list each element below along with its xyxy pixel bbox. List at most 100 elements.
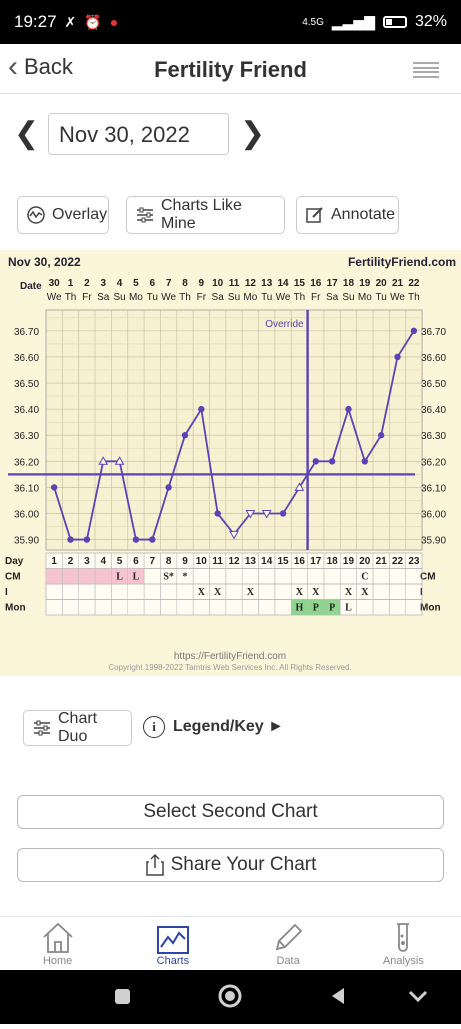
date-label: 21 xyxy=(392,278,404,289)
y-tick-right: 36.60 xyxy=(421,353,446,364)
cycle-day-label: 20 xyxy=(359,556,371,567)
chart-brand: FertilityFriend.com xyxy=(348,255,456,269)
temperature-point xyxy=(410,327,418,335)
cycle-day-label: 6 xyxy=(133,556,139,567)
cycle-day-label: 11 xyxy=(212,556,223,567)
cycle-day-label: 12 xyxy=(228,556,240,567)
select-second-chart-button[interactable]: Select Second Chart xyxy=(17,795,444,829)
nav-home[interactable]: Home xyxy=(0,917,115,970)
temperature-point xyxy=(229,530,239,540)
y-tick-left: 36.60 xyxy=(14,353,39,364)
menu-icon[interactable] xyxy=(413,62,439,78)
sliders-icon xyxy=(34,720,50,736)
cycle-day-label: 22 xyxy=(392,556,404,567)
row-label-right: I xyxy=(420,587,423,598)
nav-analysis[interactable]: Analysis xyxy=(346,917,461,970)
y-tick-right: 36.50 xyxy=(421,379,446,390)
back-system-button[interactable] xyxy=(332,988,344,1004)
cycle-day-label: 14 xyxy=(261,556,273,567)
weekday-label: Th xyxy=(408,292,420,303)
legend-key-label: Legend/Key ► xyxy=(173,718,284,735)
date-row-label: Date xyxy=(20,281,42,292)
legend-key-link[interactable]: i Legend/Key ► xyxy=(143,716,284,738)
weekday-label: Sa xyxy=(97,292,110,303)
date-label: 8 xyxy=(182,278,188,289)
chart-copyright: Copyright 1998-2022 Tamtris Web Services… xyxy=(108,663,351,672)
temperature-point xyxy=(394,353,401,361)
previous-day-button[interactable]: ❮ xyxy=(14,117,40,150)
override-label: Override xyxy=(265,319,304,330)
chart-duo-button[interactable]: Chart Duo xyxy=(23,710,132,746)
date-label: 22 xyxy=(408,278,420,289)
weekday-label: Fr xyxy=(82,292,92,303)
weekday-label: Fr xyxy=(197,292,207,303)
sliders-icon xyxy=(137,207,153,223)
temperature-point xyxy=(98,456,109,465)
status-time: 19:27 xyxy=(14,12,57,31)
weekday-label: Tu xyxy=(376,292,387,303)
intercourse-cell-label: X xyxy=(345,587,353,598)
temperature-grid-bg xyxy=(45,309,423,551)
date-label: 9 xyxy=(199,278,205,289)
table-cell xyxy=(45,568,63,585)
annotate-button[interactable]: Annotate xyxy=(296,196,399,234)
chart-icon xyxy=(156,926,189,954)
monitor-cell-label: P xyxy=(329,603,335,614)
cm-cell-label: C xyxy=(361,572,368,583)
back-label: Back xyxy=(24,54,73,79)
temperature-point xyxy=(83,536,91,543)
y-tick-left: 36.30 xyxy=(14,431,39,442)
intercourse-cell-label: X xyxy=(198,587,206,598)
test-tube-icon xyxy=(397,923,410,952)
row-label-right: Mon xyxy=(420,603,441,614)
date-label: 11 xyxy=(229,278,240,289)
bbt-chart[interactable]: Nov 30, 2022 FertilityFriend.com Date 30 1 2 3… xyxy=(0,250,461,676)
overlay-button[interactable]: Overlay xyxy=(17,196,109,234)
nav-data[interactable]: Data xyxy=(231,917,346,970)
table-cell xyxy=(62,568,79,585)
y-tick-right: 36.30 xyxy=(421,431,446,442)
nav-charts[interactable]: Charts xyxy=(115,917,230,970)
temperature-point xyxy=(132,536,140,543)
nav-charts-label: Charts xyxy=(156,955,190,967)
date-label: 19 xyxy=(359,278,371,289)
y-tick-right: 36.70 xyxy=(421,327,446,338)
temperature-point xyxy=(149,536,156,543)
chart-header-date: Nov 30, 2022 xyxy=(8,255,81,269)
home-button[interactable] xyxy=(218,984,242,1008)
monitor-cell-label: H xyxy=(296,603,304,614)
y-tick-left: 36.00 xyxy=(14,509,39,520)
chart-footer-url: https://FertilityFriend.com xyxy=(174,651,286,662)
table-cell xyxy=(405,599,423,616)
weekday-label: We xyxy=(390,292,405,303)
temperature-point xyxy=(261,509,272,519)
charts-like-mine-button[interactable]: Charts Like Mine xyxy=(126,196,285,234)
chart-duo-label: Chart Duo xyxy=(58,710,98,745)
date-navigation: ❮ Nov 30, 2022 ❯ xyxy=(0,108,461,158)
date-field[interactable]: Nov 30, 2022 xyxy=(48,113,229,155)
intercourse-cell-label: X xyxy=(296,587,304,598)
next-day-button[interactable]: ❯ xyxy=(240,117,266,150)
charts-like-mine-label: Charts Like Mine xyxy=(161,197,242,232)
battery-icon xyxy=(382,16,407,28)
keyboard-hide-button[interactable] xyxy=(408,990,428,1003)
status-bar: 19:27 ✗ ⏰ ● 4.5G ▂▃▅▇ 32% xyxy=(0,0,461,44)
temperature-point xyxy=(377,432,385,439)
pencil-icon xyxy=(275,923,303,951)
nav-analysis-label: Analysis xyxy=(382,955,424,967)
temperature-point xyxy=(114,456,125,465)
temperature-point xyxy=(294,482,305,491)
monitor-cell-label: P xyxy=(313,603,319,614)
weekday-label: We xyxy=(47,292,62,303)
share-chart-button[interactable]: Share Your Chart xyxy=(17,848,444,882)
cycle-day-label: 7 xyxy=(149,556,155,567)
recents-button[interactable] xyxy=(115,989,130,1004)
date-label: 20 xyxy=(376,278,388,289)
date-label: 4 xyxy=(117,278,123,289)
weekday-label: Su xyxy=(342,292,354,303)
back-button[interactable]: ‹ Back xyxy=(8,52,73,82)
y-tick-left: 35.90 xyxy=(14,536,39,547)
y-tick-left: 36.10 xyxy=(14,483,39,494)
date-label: 10 xyxy=(212,278,224,289)
